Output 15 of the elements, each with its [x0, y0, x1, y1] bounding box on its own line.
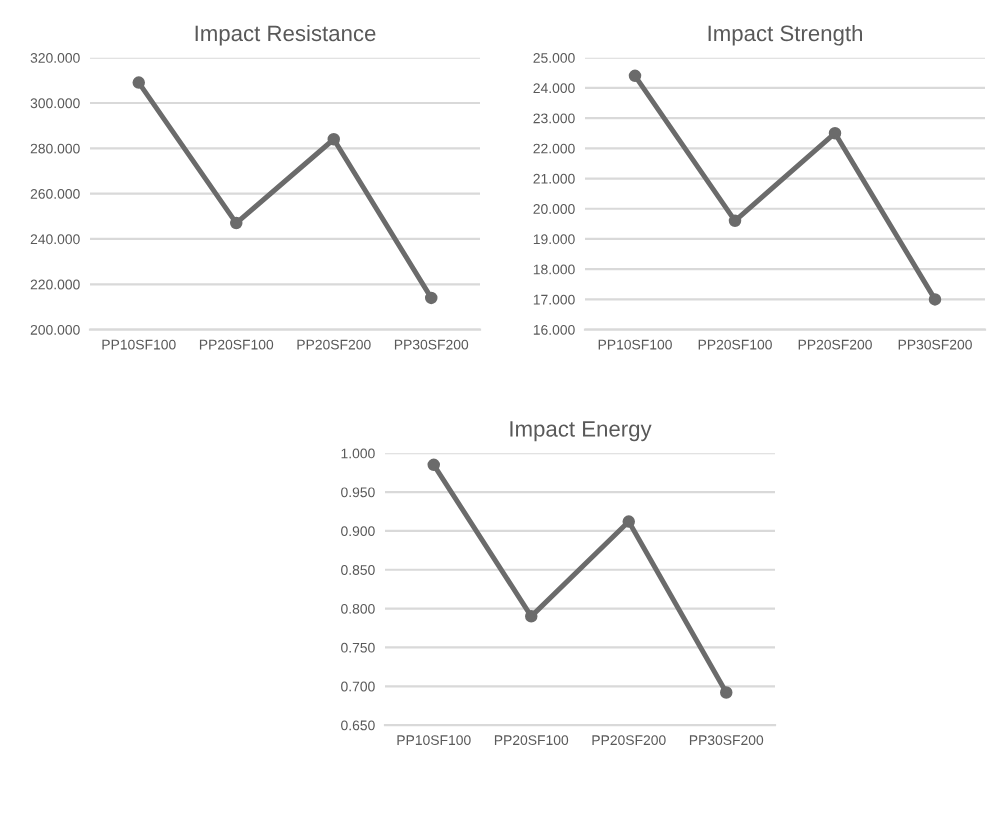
point: [720, 686, 733, 699]
point: [327, 133, 340, 146]
point: [728, 214, 742, 228]
chart-title: Impact Strength: [708, 24, 862, 46]
point: [622, 515, 635, 528]
chart-title: Impact Energy: [510, 421, 652, 442]
point: [628, 69, 642, 83]
point: [525, 610, 538, 623]
point: [828, 126, 842, 140]
point: [928, 293, 942, 306]
point: [427, 458, 440, 472]
point: [425, 291, 438, 305]
chart-title: Impact Resistance: [195, 24, 376, 46]
point: [132, 76, 145, 89]
point: [230, 216, 243, 230]
